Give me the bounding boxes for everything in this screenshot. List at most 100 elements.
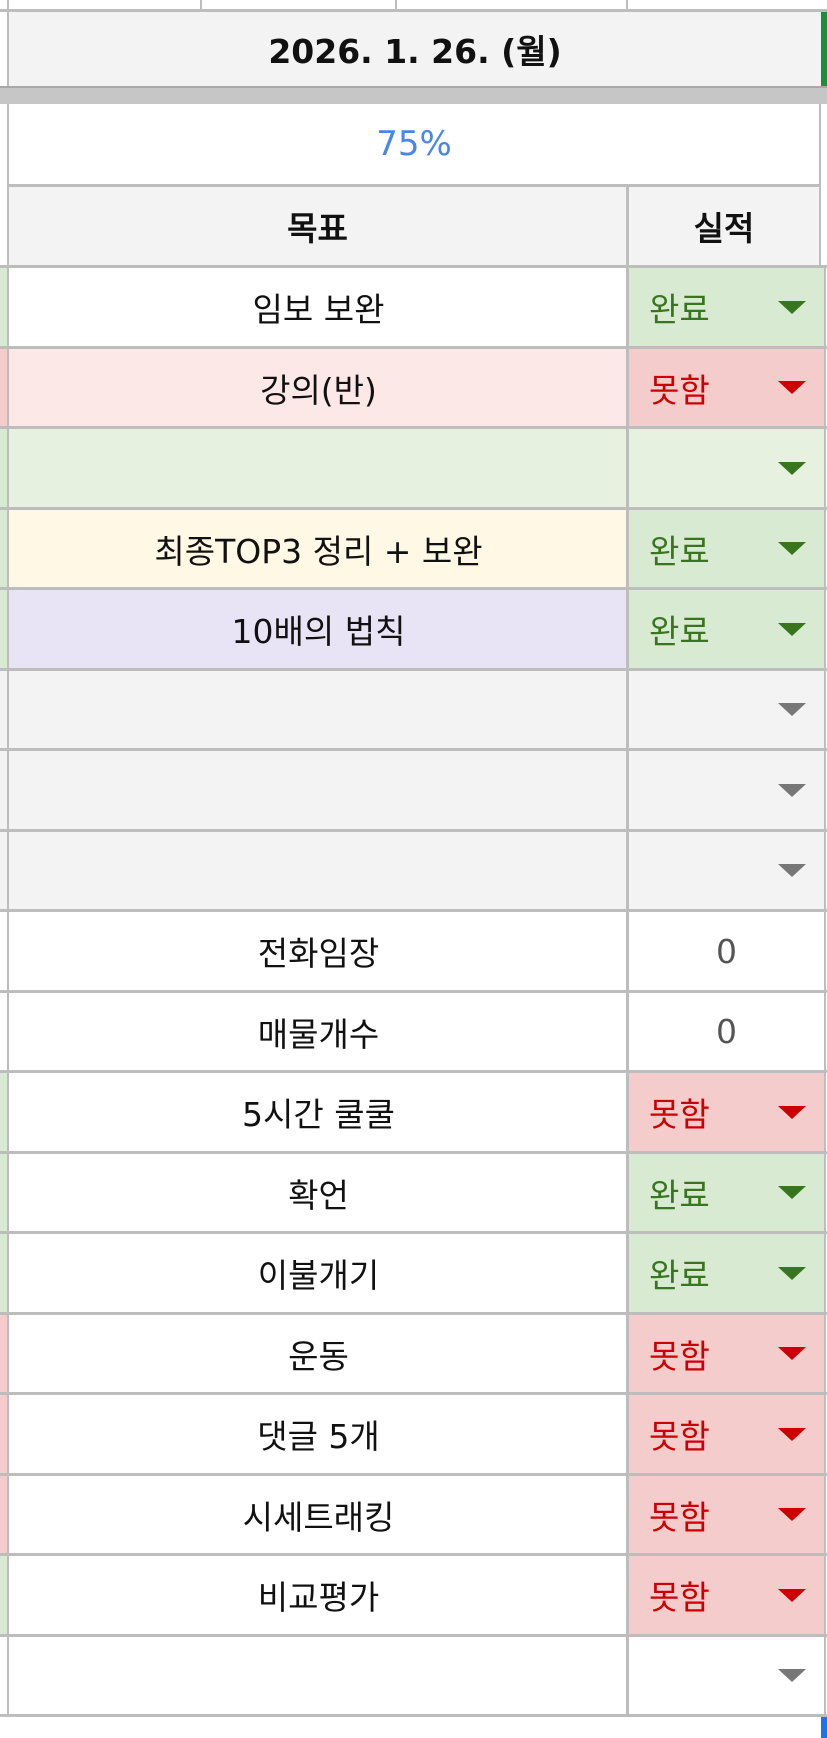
result-value: 못함 bbox=[649, 1578, 710, 1617]
previous-row bbox=[0, 0, 827, 12]
result-cell[interactable] bbox=[626, 670, 826, 749]
result-value: 완료 bbox=[649, 531, 710, 571]
adjacent-cell-edge bbox=[0, 348, 7, 427]
dropdown-arrow-icon[interactable] bbox=[778, 1588, 806, 1602]
dropdown-arrow-icon[interactable] bbox=[778, 381, 806, 394]
goal-cell[interactable]: 확언 bbox=[7, 1153, 628, 1232]
result-cell[interactable]: 못함 bbox=[626, 1073, 826, 1151]
table-row bbox=[0, 748, 827, 829]
adjacent-cell-edge bbox=[821, 12, 827, 86]
result-column-header[interactable]: 실적 bbox=[626, 184, 821, 265]
goal-cell[interactable]: 운동 bbox=[7, 1314, 628, 1393]
result-cell[interactable] bbox=[626, 429, 826, 507]
adjacent-cell-edge bbox=[0, 751, 7, 829]
dropdown-arrow-icon[interactable] bbox=[778, 864, 806, 877]
adjacent-cell-edge bbox=[0, 1234, 7, 1312]
result-cell[interactable]: 완료 bbox=[626, 1234, 826, 1312]
dropdown-arrow-icon[interactable] bbox=[778, 1508, 806, 1521]
adjacent-cell-edge bbox=[0, 1153, 7, 1232]
adjacent-cell-edge bbox=[0, 1636, 7, 1715]
adjacent-cell-edge bbox=[0, 509, 7, 588]
result-cell[interactable]: 완료 bbox=[626, 1153, 826, 1232]
dropdown-arrow-icon[interactable] bbox=[778, 1266, 806, 1280]
dropdown-arrow-icon[interactable] bbox=[778, 783, 806, 797]
result-cell[interactable]: 못함 bbox=[626, 1395, 826, 1473]
table-row bbox=[0, 1633, 827, 1715]
result-cell[interactable]: 못함 bbox=[626, 1475, 826, 1554]
dropdown-arrow-icon[interactable] bbox=[778, 703, 806, 716]
result-cell[interactable]: 0 bbox=[626, 992, 826, 1071]
selection-handle[interactable] bbox=[821, 1717, 827, 1738]
cell-divider bbox=[626, 0, 628, 12]
goal-cell[interactable]: 이불개기 bbox=[7, 1234, 628, 1312]
result-value: 완료 bbox=[649, 1175, 710, 1215]
result-cell[interactable] bbox=[626, 751, 826, 829]
table-row: 10배의 법칙 완료 bbox=[0, 587, 827, 668]
result-value: 0 bbox=[716, 931, 737, 971]
result-cell[interactable]: 완료 bbox=[626, 590, 826, 668]
goal-cell[interactable]: 5시간 쿨쿨 bbox=[7, 1073, 628, 1151]
goal-cell[interactable]: 매물개수 bbox=[7, 992, 628, 1071]
adjacent-cell-edge bbox=[0, 1395, 7, 1473]
goal-cell[interactable]: 시세트래킹 bbox=[7, 1475, 628, 1554]
cell-divider bbox=[200, 0, 202, 12]
goal-cell[interactable]: 비교평가 bbox=[7, 1556, 628, 1634]
dropdown-arrow-icon[interactable] bbox=[778, 1347, 806, 1360]
result-cell[interactable]: 완료 bbox=[626, 268, 826, 346]
result-cell[interactable]: 못함 bbox=[626, 1314, 826, 1393]
result-value: 완료 bbox=[649, 290, 710, 329]
dropdown-arrow-icon[interactable] bbox=[778, 300, 806, 314]
goal-cell[interactable] bbox=[7, 751, 628, 829]
cell-divider bbox=[7, 0, 9, 12]
goal-column-header[interactable]: 목표 bbox=[7, 184, 626, 265]
adjacent-cell-edge bbox=[0, 670, 7, 749]
goal-cell[interactable]: 최종TOP3 정리 + 보완 bbox=[7, 509, 628, 588]
result-cell[interactable]: 0 bbox=[626, 912, 826, 990]
cell-divider bbox=[395, 0, 397, 12]
adjacent-cell-edge bbox=[0, 1073, 7, 1151]
goal-cell[interactable]: 임보 보완 bbox=[7, 268, 628, 346]
result-value: 못함 bbox=[649, 1497, 710, 1537]
table-row bbox=[0, 426, 827, 507]
table-row: 시세트래킹 못함 bbox=[0, 1472, 827, 1554]
table-row: 5시간 쿨쿨 못함 bbox=[0, 1070, 827, 1151]
dropdown-arrow-icon[interactable] bbox=[778, 1669, 806, 1682]
result-value: 못함 bbox=[649, 370, 710, 410]
dropdown-arrow-icon[interactable] bbox=[778, 1186, 806, 1199]
goal-cell[interactable] bbox=[7, 429, 628, 507]
table-row bbox=[0, 828, 827, 910]
dropdown-arrow-icon[interactable] bbox=[778, 622, 806, 636]
table-row: 확언 완료 bbox=[0, 1150, 827, 1232]
result-cell[interactable]: 완료 bbox=[626, 509, 826, 588]
adjacent-cell-edge bbox=[0, 831, 7, 910]
table-row: 강의(반) 못함 bbox=[0, 345, 827, 427]
progress-percent-cell[interactable]: 75% bbox=[7, 104, 821, 184]
goal-cell[interactable] bbox=[7, 670, 628, 749]
goal-cell[interactable]: 댓글 5개 bbox=[7, 1395, 628, 1473]
result-cell[interactable]: 못함 bbox=[626, 1556, 826, 1634]
goal-cell[interactable] bbox=[7, 1636, 628, 1715]
result-cell[interactable] bbox=[626, 831, 826, 910]
result-cell[interactable] bbox=[626, 1636, 826, 1715]
result-value: 못함 bbox=[649, 1095, 710, 1134]
table-row: 비교평가 못함 bbox=[0, 1553, 827, 1634]
goal-cell[interactable]: 강의(반) bbox=[7, 348, 628, 427]
frozen-row-divider[interactable] bbox=[0, 86, 827, 104]
result-cell[interactable]: 못함 bbox=[626, 348, 826, 427]
adjacent-cell-edge bbox=[0, 992, 7, 1071]
adjacent-cell-edge bbox=[0, 590, 7, 668]
goal-cell[interactable]: 10배의 법칙 bbox=[7, 590, 628, 668]
dropdown-arrow-icon[interactable] bbox=[778, 542, 806, 555]
goal-cell[interactable] bbox=[7, 831, 628, 910]
dropdown-arrow-icon[interactable] bbox=[778, 1105, 806, 1119]
table-row bbox=[0, 667, 827, 749]
date-header-cell[interactable]: 2026. 1. 26. (월) bbox=[7, 12, 821, 86]
table-row: 전화임장 0 bbox=[0, 909, 827, 990]
dropdown-arrow-icon[interactable] bbox=[778, 1427, 806, 1441]
table-row: 최종TOP3 정리 + 보완 완료 bbox=[0, 506, 827, 588]
adjacent-cell-edge bbox=[0, 268, 7, 346]
result-value: 0 bbox=[716, 1012, 737, 1051]
goal-cell[interactable]: 전화임장 bbox=[7, 912, 628, 990]
adjacent-cell-edge bbox=[0, 1556, 7, 1634]
dropdown-arrow-icon[interactable] bbox=[778, 461, 806, 475]
